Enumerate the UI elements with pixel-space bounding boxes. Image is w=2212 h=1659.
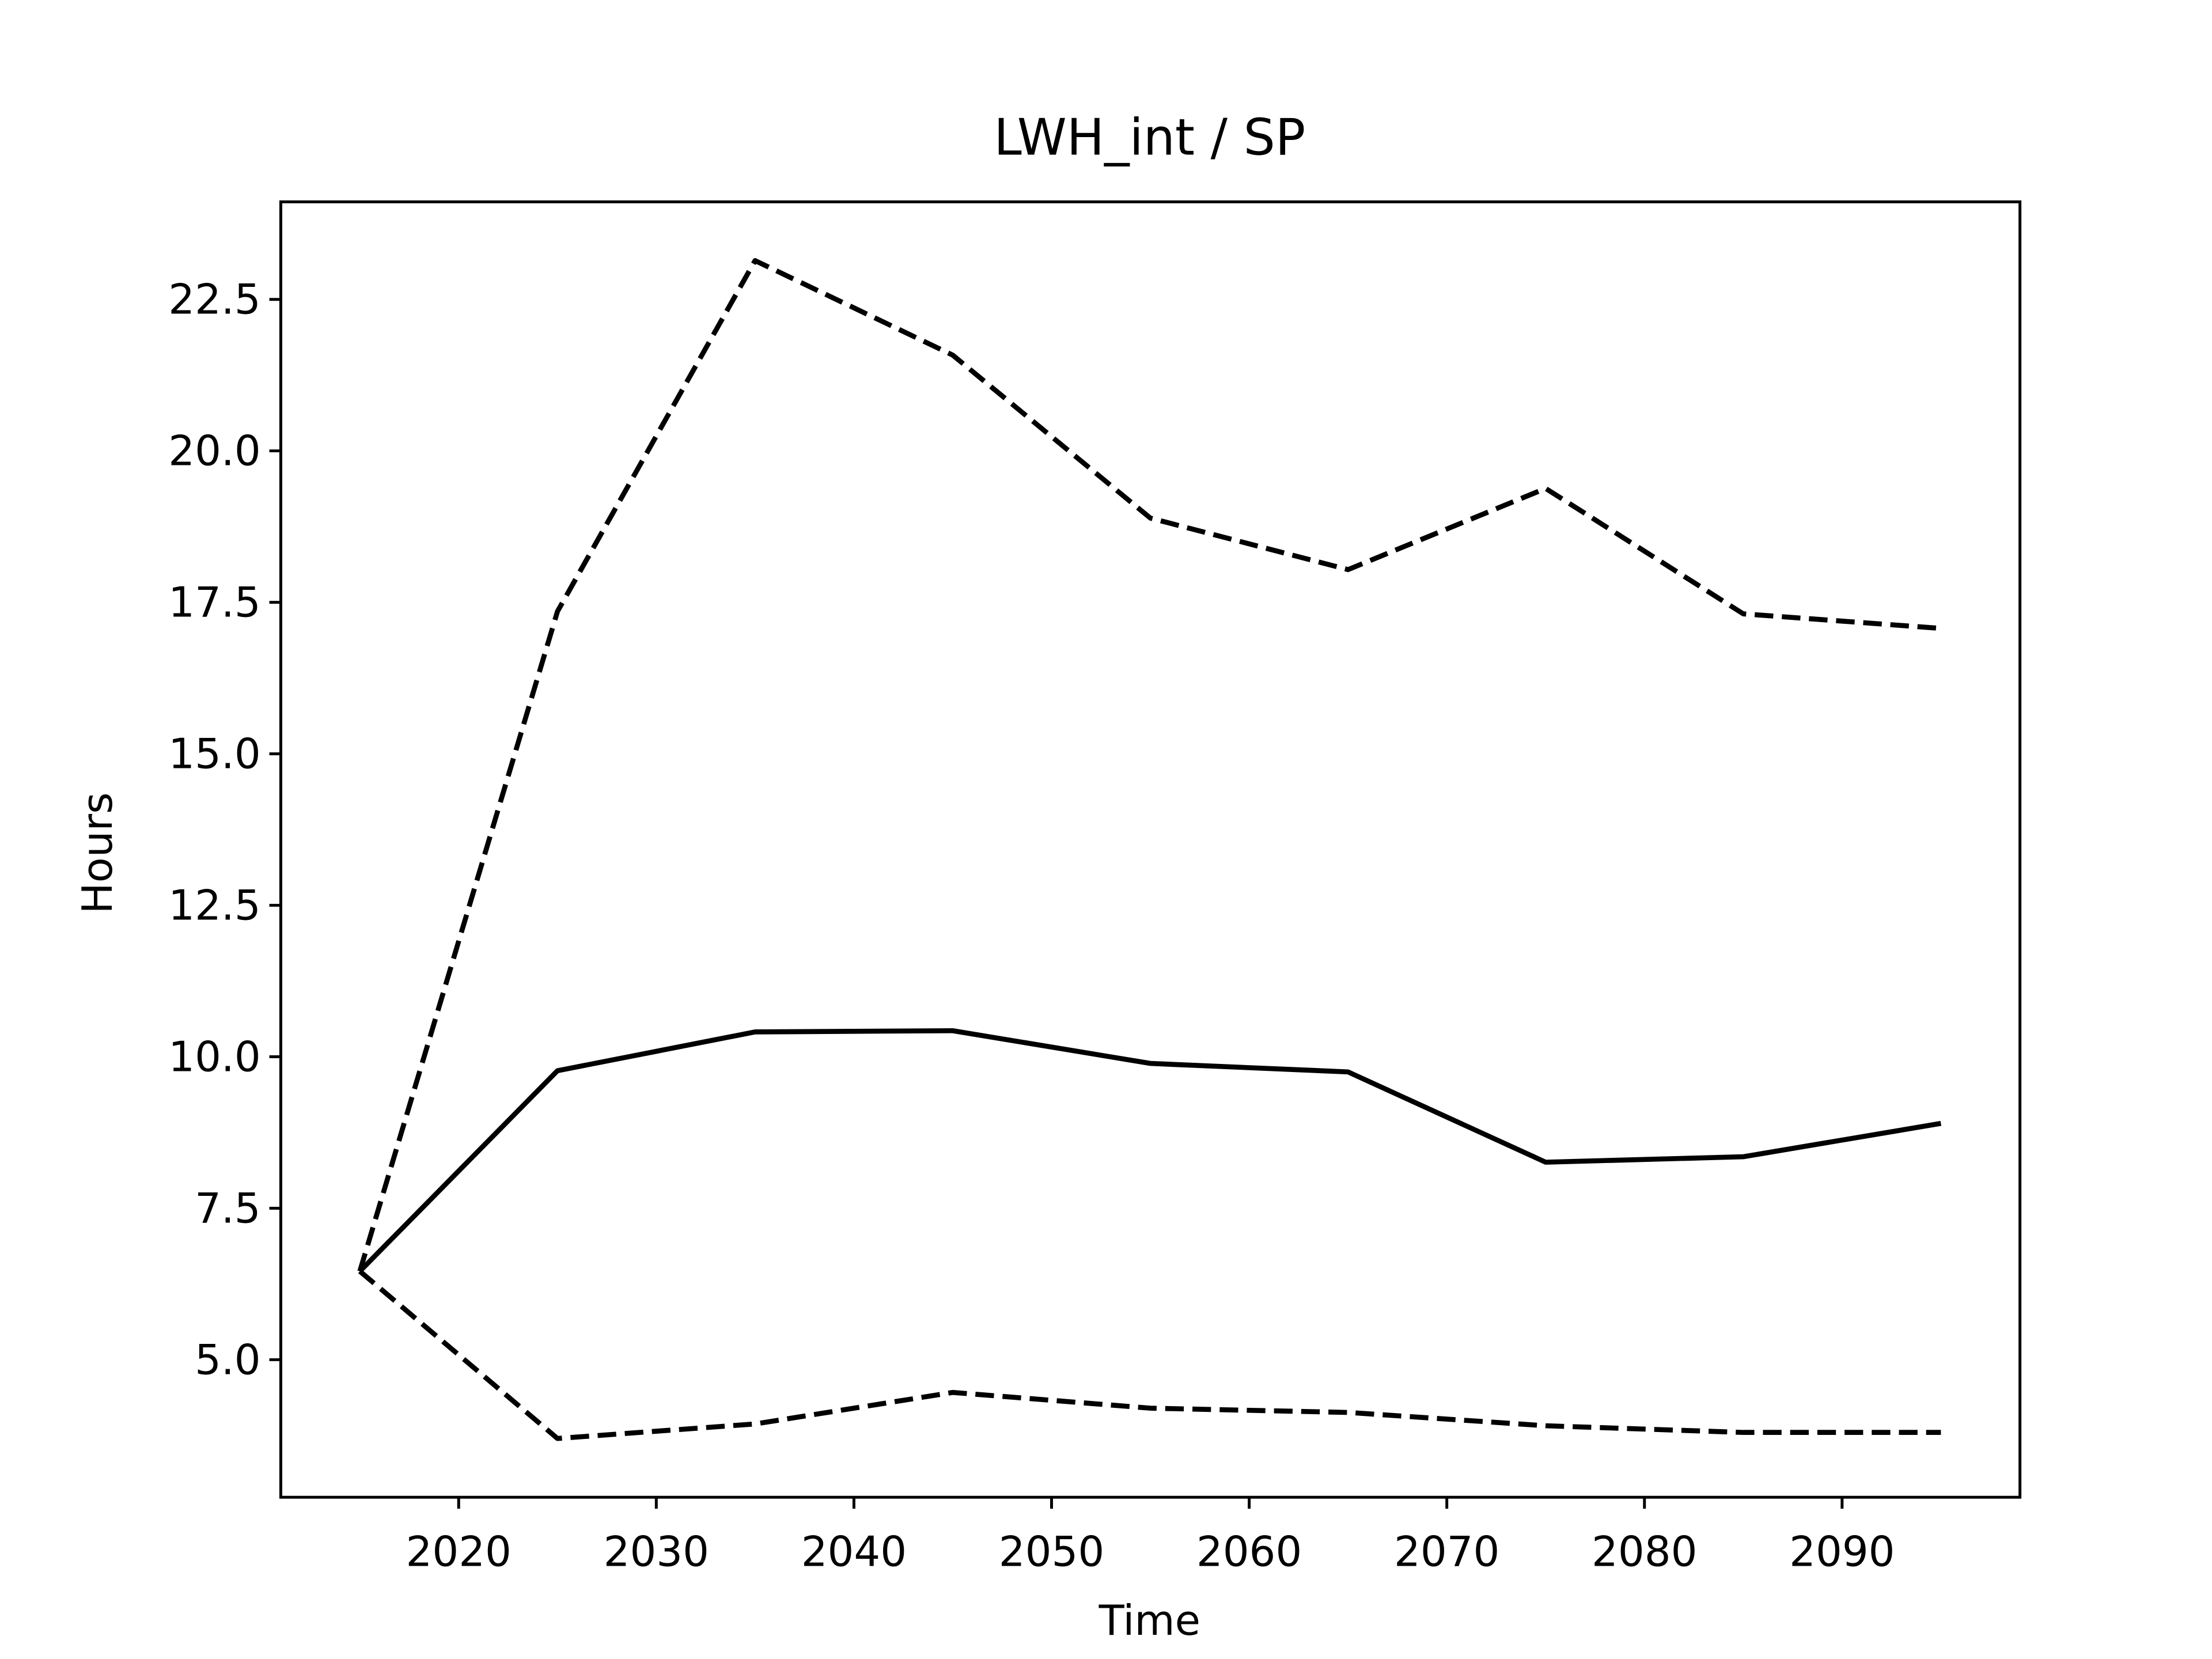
y-tick-label: 15.0 [168,729,260,778]
y-tick-label: 12.5 [168,881,260,929]
x-tick-label: 2070 [1394,1527,1499,1575]
x-axis-label: Time [1099,1596,1200,1645]
y-tick-label: 22.5 [168,275,260,324]
x-tick-label: 2080 [1592,1527,1697,1575]
y-tick-label: 20.0 [168,427,260,475]
data-line [357,258,1941,1272]
chart-title: LWH_int / SP [994,108,1305,166]
y-tick-label: 17.5 [168,578,260,626]
x-tick-label: 2040 [801,1527,907,1575]
y-axis-label: Hours [73,792,122,914]
data-line [358,1269,1941,1441]
y-tick-label: 5.0 [195,1335,261,1384]
x-tick-label: 2090 [1789,1527,1895,1575]
x-tick-label: 2050 [999,1527,1104,1575]
x-tick-label: 2030 [604,1527,709,1575]
plot-frame [279,200,2022,1499]
x-tick-label: 2060 [1196,1527,1302,1575]
data-line [358,1028,1942,1273]
y-tick-label: 7.5 [195,1184,261,1232]
x-tick-label: 2020 [406,1527,512,1575]
y-tick-label: 10.0 [168,1032,260,1081]
